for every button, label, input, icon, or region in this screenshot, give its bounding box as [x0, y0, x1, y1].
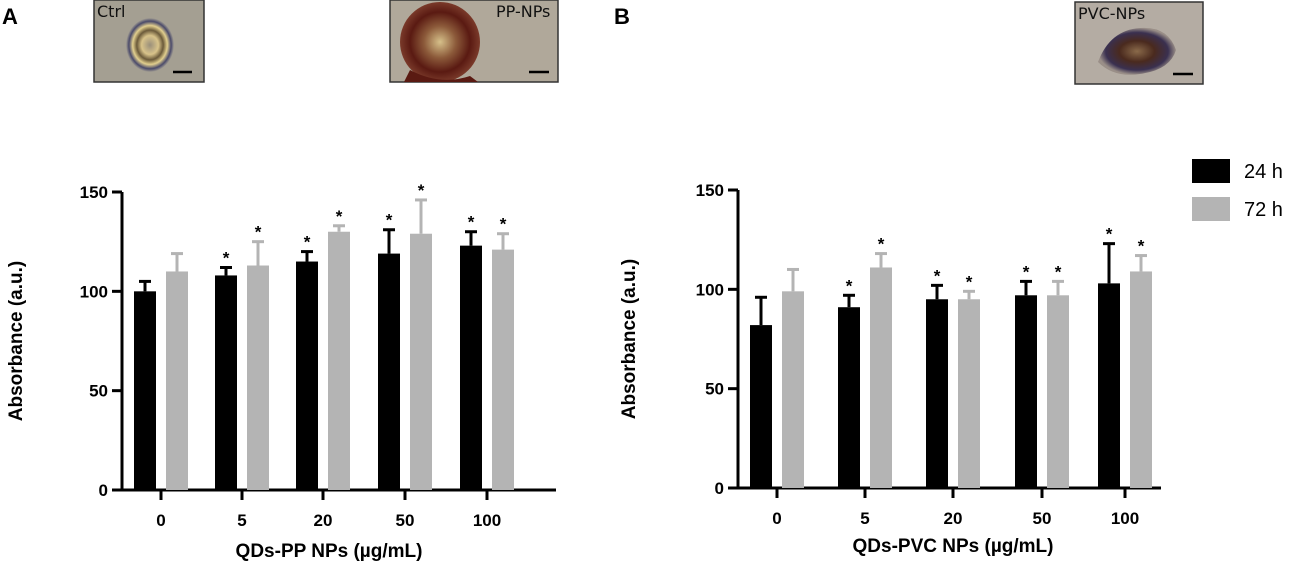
- bar-72h-0: [782, 291, 804, 488]
- bar-24h-0: [750, 325, 772, 488]
- significance-star: *: [255, 223, 262, 242]
- significance-star: *: [1055, 262, 1062, 281]
- x-tick-label: 5: [237, 511, 246, 530]
- bar-72h-5: [870, 267, 892, 488]
- significance-star: *: [1138, 237, 1145, 256]
- bar-72h-50: [1047, 295, 1069, 488]
- bar-72h-100: [492, 249, 514, 490]
- significance-star: *: [418, 181, 425, 200]
- significance-star: *: [336, 207, 343, 226]
- y-tick-label: 150: [80, 183, 108, 202]
- bar-72h-0: [166, 271, 188, 490]
- x-tick-label: 20: [314, 511, 333, 530]
- significance-star: *: [846, 276, 853, 295]
- bar-72h-20: [958, 299, 980, 488]
- x-tick-label: 100: [1111, 509, 1139, 528]
- micrograph-label-pvc: PVC-NPs: [1078, 4, 1145, 23]
- y-tick-label: 0: [715, 479, 724, 498]
- significance-star: *: [966, 272, 973, 291]
- significance-star: *: [223, 248, 230, 267]
- pp-cell-extension: [404, 70, 478, 82]
- y-axis-title: Absorbance (a.u.): [619, 259, 640, 419]
- x-tick-label: 20: [944, 509, 963, 528]
- x-tick-label: 5: [860, 509, 869, 528]
- significance-star: *: [1023, 262, 1030, 281]
- pvc-cell-shape: [1098, 27, 1176, 75]
- bar-24h-20: [926, 299, 948, 488]
- significance-star: *: [386, 211, 393, 230]
- legend-label-72h: 72 h: [1244, 199, 1283, 221]
- bar-24h-100: [460, 245, 482, 490]
- legend-swatch-72h: [1192, 197, 1230, 221]
- bar-72h-20: [328, 231, 350, 490]
- significance-star: *: [934, 266, 941, 285]
- y-tick-label: 50: [705, 380, 724, 399]
- legend-swatch-24h: [1192, 159, 1230, 183]
- bar-72h-100: [1130, 271, 1152, 488]
- x-axis-title: QDs-PVC NPs (µg/mL): [853, 536, 1054, 557]
- bar-72h-50: [410, 233, 432, 490]
- panel-letter-b: B: [614, 4, 630, 29]
- y-tick-label: 100: [80, 282, 108, 301]
- bar-24h-50: [1015, 295, 1037, 488]
- significance-star: *: [304, 233, 311, 252]
- micrograph-pp-nps: PP-NPs: [389, 0, 559, 83]
- bar-72h-5: [247, 265, 269, 490]
- y-tick-label: 100: [696, 280, 724, 299]
- legend: 24 h 72 h: [1192, 159, 1283, 221]
- micrograph-label-pp: PP-NPs: [496, 2, 550, 21]
- ctrl-cell-shape: [126, 18, 174, 72]
- x-axis-title: QDs-PP NPs (µg/mL): [236, 541, 423, 562]
- bar-24h-100: [1098, 283, 1120, 488]
- significance-star: *: [1106, 225, 1113, 244]
- micrograph-label-ctrl: Ctrl: [97, 2, 125, 21]
- chart-panel-b: Absorbance (a.u.) QDs-PVC NPs (µg/mL) 0 5…: [619, 181, 1161, 557]
- bar-24h-5: [838, 307, 860, 488]
- bar-24h-20: [296, 261, 318, 490]
- x-tick-label: 0: [772, 509, 781, 528]
- bar-24h-5: [215, 275, 237, 490]
- x-tick-label: 100: [473, 511, 501, 530]
- micrograph-pvc-nps: PVC-NPs: [1074, 1, 1204, 85]
- bar-24h-0: [134, 291, 156, 490]
- bar-24h-50: [378, 253, 400, 490]
- panel-letter-a: A: [2, 4, 18, 29]
- x-tick-label: 0: [156, 511, 165, 530]
- y-axis-title: Absorbance (a.u.): [6, 261, 27, 421]
- y-tick-label: 50: [89, 382, 108, 401]
- significance-star: *: [878, 235, 885, 254]
- significance-star: *: [500, 215, 507, 234]
- y-tick-label: 150: [696, 181, 724, 200]
- legend-label-24h: 24 h: [1244, 161, 1283, 183]
- x-tick-label: 50: [1033, 509, 1052, 528]
- chart-panel-a: Absorbance (a.u.) QDs-PP NPs (µg/mL) 050…: [6, 181, 556, 562]
- significance-star: *: [468, 213, 475, 232]
- pp-cell-shape: [400, 2, 480, 82]
- micrograph-ctrl: Ctrl: [93, 0, 205, 83]
- x-tick-label: 50: [396, 511, 415, 530]
- y-tick-label: 0: [99, 481, 108, 500]
